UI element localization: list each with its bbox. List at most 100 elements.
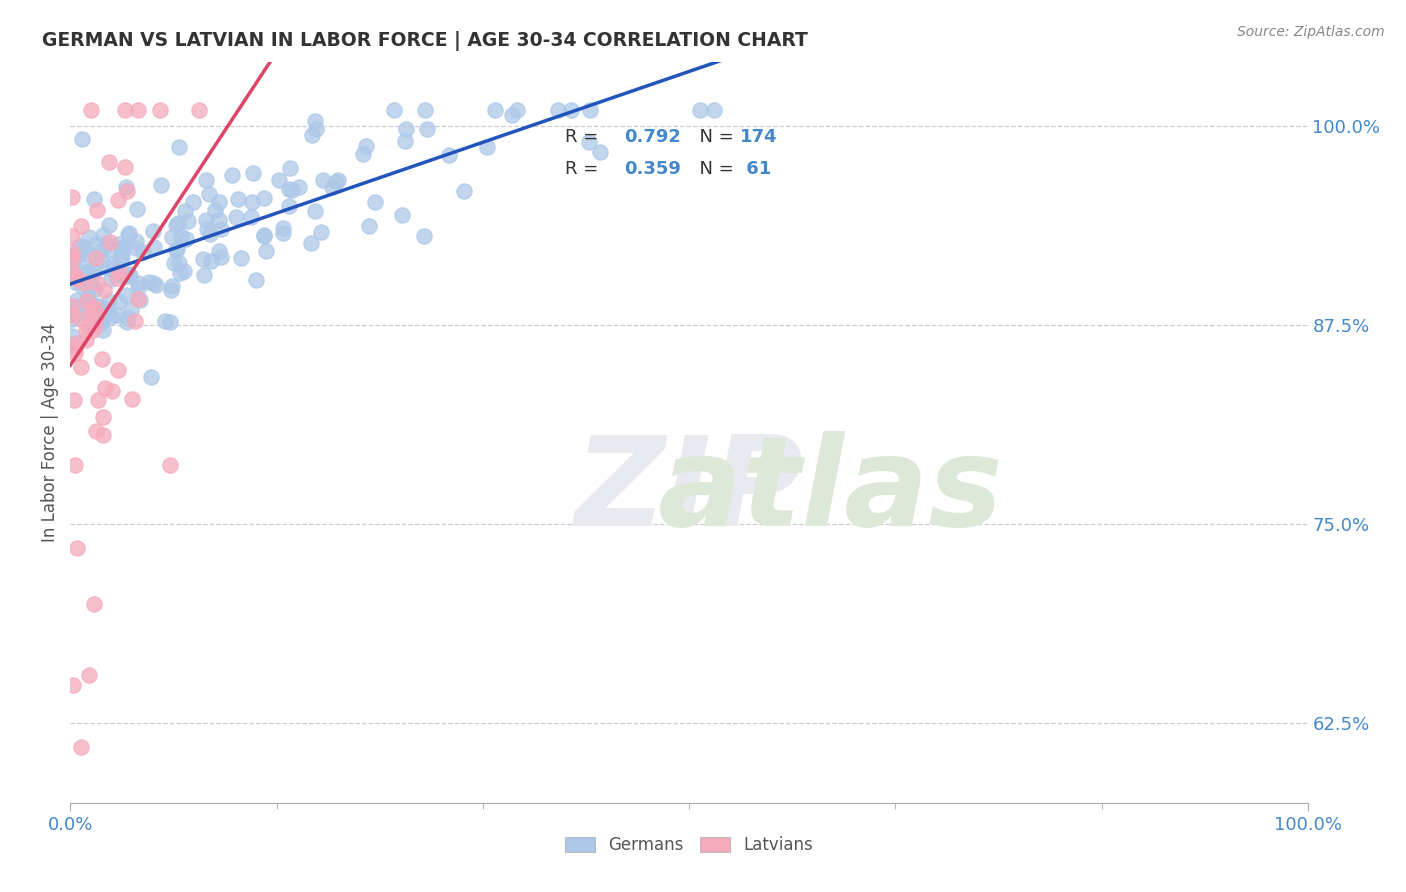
Point bbox=[76, 290, 98, 304]
Point bbox=[225, 210, 247, 224]
Point bbox=[139, 370, 162, 384]
Point bbox=[209, 250, 232, 264]
Text: R =: R = bbox=[565, 160, 603, 178]
Point bbox=[83, 597, 105, 611]
Point bbox=[90, 244, 112, 259]
Point bbox=[547, 103, 569, 118]
Point bbox=[80, 103, 103, 118]
Point bbox=[354, 139, 377, 153]
Point bbox=[412, 228, 434, 243]
Point bbox=[66, 293, 89, 307]
Point bbox=[221, 168, 243, 182]
Point bbox=[114, 161, 136, 175]
Point bbox=[73, 240, 96, 254]
Text: 174: 174 bbox=[741, 128, 778, 145]
Point bbox=[163, 256, 186, 270]
Point bbox=[100, 243, 122, 257]
Point bbox=[142, 276, 165, 290]
Point bbox=[73, 277, 96, 291]
Point bbox=[181, 195, 204, 210]
Point bbox=[91, 227, 114, 242]
Point bbox=[145, 278, 167, 293]
Point bbox=[66, 272, 89, 286]
Point bbox=[578, 135, 600, 149]
Point bbox=[484, 103, 506, 118]
Point bbox=[165, 218, 187, 232]
Point bbox=[110, 242, 132, 256]
Point bbox=[66, 541, 89, 555]
Point bbox=[166, 242, 188, 256]
Point bbox=[86, 202, 108, 217]
Point bbox=[253, 227, 276, 242]
Point bbox=[97, 294, 120, 309]
Point bbox=[63, 458, 86, 472]
Point bbox=[125, 234, 148, 248]
Point bbox=[149, 103, 172, 118]
Point bbox=[75, 334, 97, 348]
Point bbox=[304, 122, 326, 136]
Point bbox=[117, 310, 139, 325]
Point bbox=[89, 314, 111, 328]
Point bbox=[177, 214, 200, 228]
Point bbox=[198, 186, 221, 201]
Point bbox=[69, 360, 91, 375]
Point bbox=[395, 121, 418, 136]
Point bbox=[98, 155, 121, 169]
Point bbox=[75, 323, 97, 337]
Point bbox=[299, 235, 322, 250]
Point bbox=[89, 317, 111, 331]
Point bbox=[60, 190, 83, 204]
Point bbox=[62, 255, 84, 269]
Point bbox=[110, 250, 132, 264]
Point bbox=[357, 219, 380, 233]
Point bbox=[107, 193, 129, 207]
Point bbox=[239, 210, 262, 224]
Point bbox=[188, 103, 211, 118]
Point bbox=[120, 303, 142, 318]
Point bbox=[208, 194, 231, 209]
Point bbox=[142, 224, 165, 238]
Point bbox=[100, 272, 122, 286]
Point bbox=[162, 278, 184, 293]
Point bbox=[87, 299, 110, 313]
Point bbox=[159, 315, 181, 329]
Point bbox=[77, 230, 100, 244]
Point bbox=[160, 283, 183, 297]
Point bbox=[589, 145, 612, 159]
Point bbox=[90, 352, 112, 367]
Point bbox=[208, 212, 231, 227]
Point bbox=[287, 180, 309, 194]
Point bbox=[321, 179, 343, 194]
Point bbox=[93, 283, 115, 297]
Point bbox=[63, 304, 86, 318]
Point bbox=[166, 217, 188, 231]
Point bbox=[105, 270, 128, 285]
Point bbox=[62, 229, 84, 244]
Point bbox=[242, 166, 264, 180]
Point bbox=[506, 103, 529, 118]
Point bbox=[108, 265, 131, 279]
Point bbox=[107, 362, 129, 376]
Point bbox=[278, 161, 301, 175]
Point bbox=[165, 244, 187, 258]
Y-axis label: In Labor Force | Age 30-34: In Labor Force | Age 30-34 bbox=[41, 323, 59, 542]
Point bbox=[65, 307, 87, 321]
Point bbox=[60, 329, 83, 343]
Point bbox=[364, 195, 387, 210]
Point bbox=[87, 393, 110, 408]
Point bbox=[253, 191, 276, 205]
Point bbox=[82, 268, 104, 283]
Point bbox=[97, 303, 120, 318]
Point bbox=[70, 261, 93, 276]
Point bbox=[115, 315, 138, 329]
Point bbox=[254, 244, 277, 258]
Point bbox=[114, 103, 136, 118]
Point bbox=[60, 252, 83, 266]
Point bbox=[560, 103, 582, 118]
Point bbox=[271, 221, 294, 235]
Point bbox=[198, 227, 221, 241]
Point bbox=[200, 254, 222, 268]
Point bbox=[84, 299, 107, 313]
Point bbox=[62, 336, 84, 351]
Text: N =: N = bbox=[689, 128, 740, 145]
